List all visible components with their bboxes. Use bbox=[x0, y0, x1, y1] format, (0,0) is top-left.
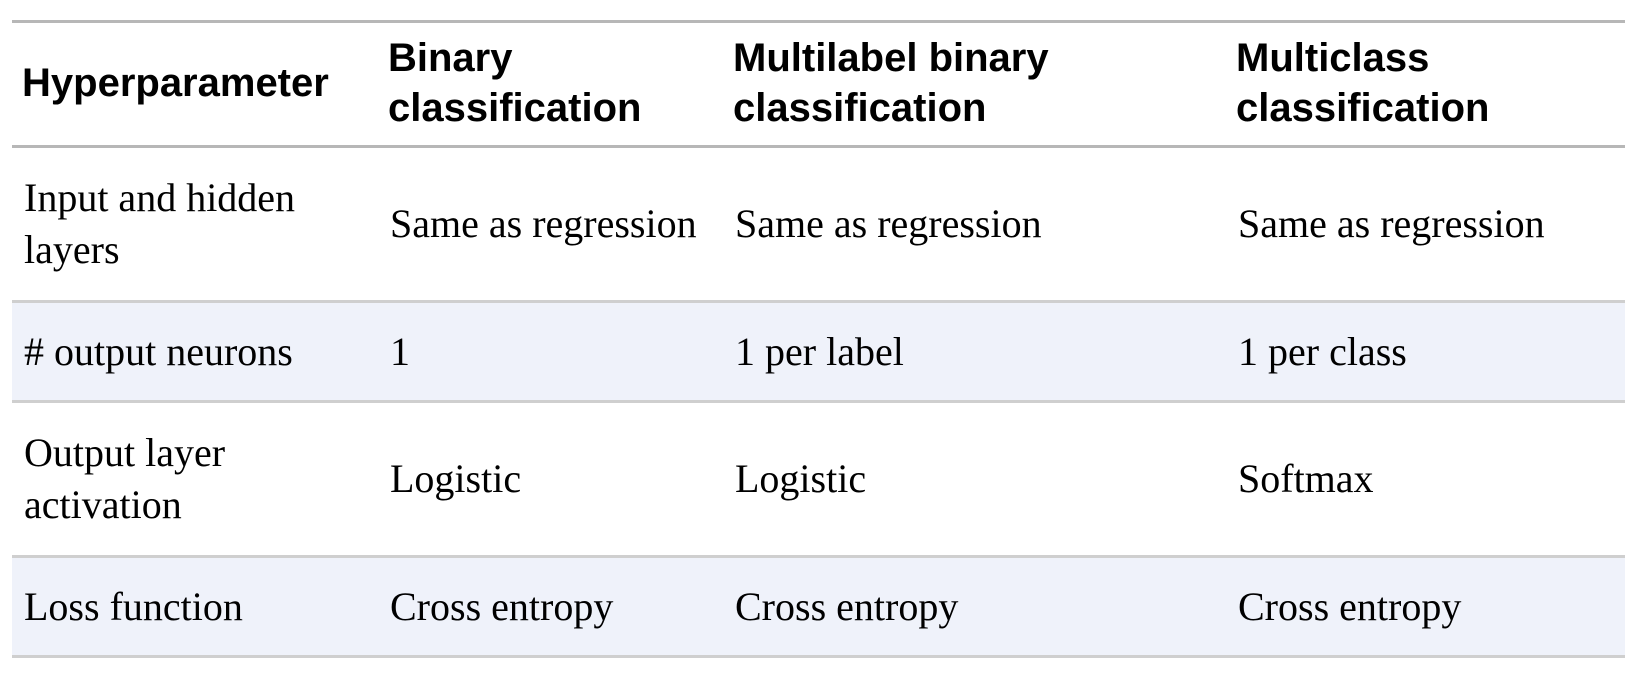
header-multilabel-binary-classification: Multilabel binary classification bbox=[733, 36, 1049, 130]
cell-binary: Logistic bbox=[390, 456, 522, 501]
cell-hyperparameter: Input and hidden layers bbox=[24, 175, 296, 272]
header-hyperparameter: Hyperparameter bbox=[22, 61, 329, 105]
table-row: Loss function Cross entropy Cross entrop… bbox=[12, 556, 1625, 657]
cell-multiclass: Same as regression bbox=[1238, 201, 1545, 246]
cell-binary: 1 bbox=[390, 328, 410, 374]
table-body: Input and hidden layers Same as regressi… bbox=[12, 147, 1625, 657]
table-row: Output layer activation Logistic Logisti… bbox=[12, 402, 1625, 557]
cell-binary: Same as regression bbox=[390, 201, 697, 246]
hyperparameter-table-container: Hyperparameter Binary classification Mul… bbox=[12, 20, 1625, 658]
header-row: Hyperparameter Binary classification Mul… bbox=[12, 21, 1625, 147]
cell-multiclass: Cross entropy bbox=[1238, 583, 1462, 629]
cell-multilabel: 1 per label bbox=[735, 328, 904, 374]
cell-multiclass: Softmax bbox=[1238, 456, 1374, 501]
cell-hyperparameter: Loss function bbox=[24, 583, 243, 629]
cell-multilabel: Logistic bbox=[735, 456, 867, 501]
cell-multiclass: 1 per class bbox=[1238, 328, 1407, 374]
table-header: Hyperparameter Binary classification Mul… bbox=[12, 21, 1625, 147]
cell-multilabel: Cross entropy bbox=[735, 583, 959, 629]
cell-hyperparameter: Output layer activation bbox=[24, 430, 226, 527]
table-row: # output neurons 1 1 per label 1 per cla… bbox=[12, 301, 1625, 402]
cell-multilabel: Same as regression bbox=[735, 201, 1042, 246]
cell-hyperparameter: # output neurons bbox=[24, 328, 293, 374]
header-multiclass-classification: Multiclass classification bbox=[1236, 36, 1490, 130]
header-binary-classification: Binary classification bbox=[388, 36, 642, 130]
table-row: Input and hidden layers Same as regressi… bbox=[12, 147, 1625, 302]
hyperparameter-table: Hyperparameter Binary classification Mul… bbox=[12, 20, 1625, 658]
cell-binary: Cross entropy bbox=[390, 583, 614, 629]
